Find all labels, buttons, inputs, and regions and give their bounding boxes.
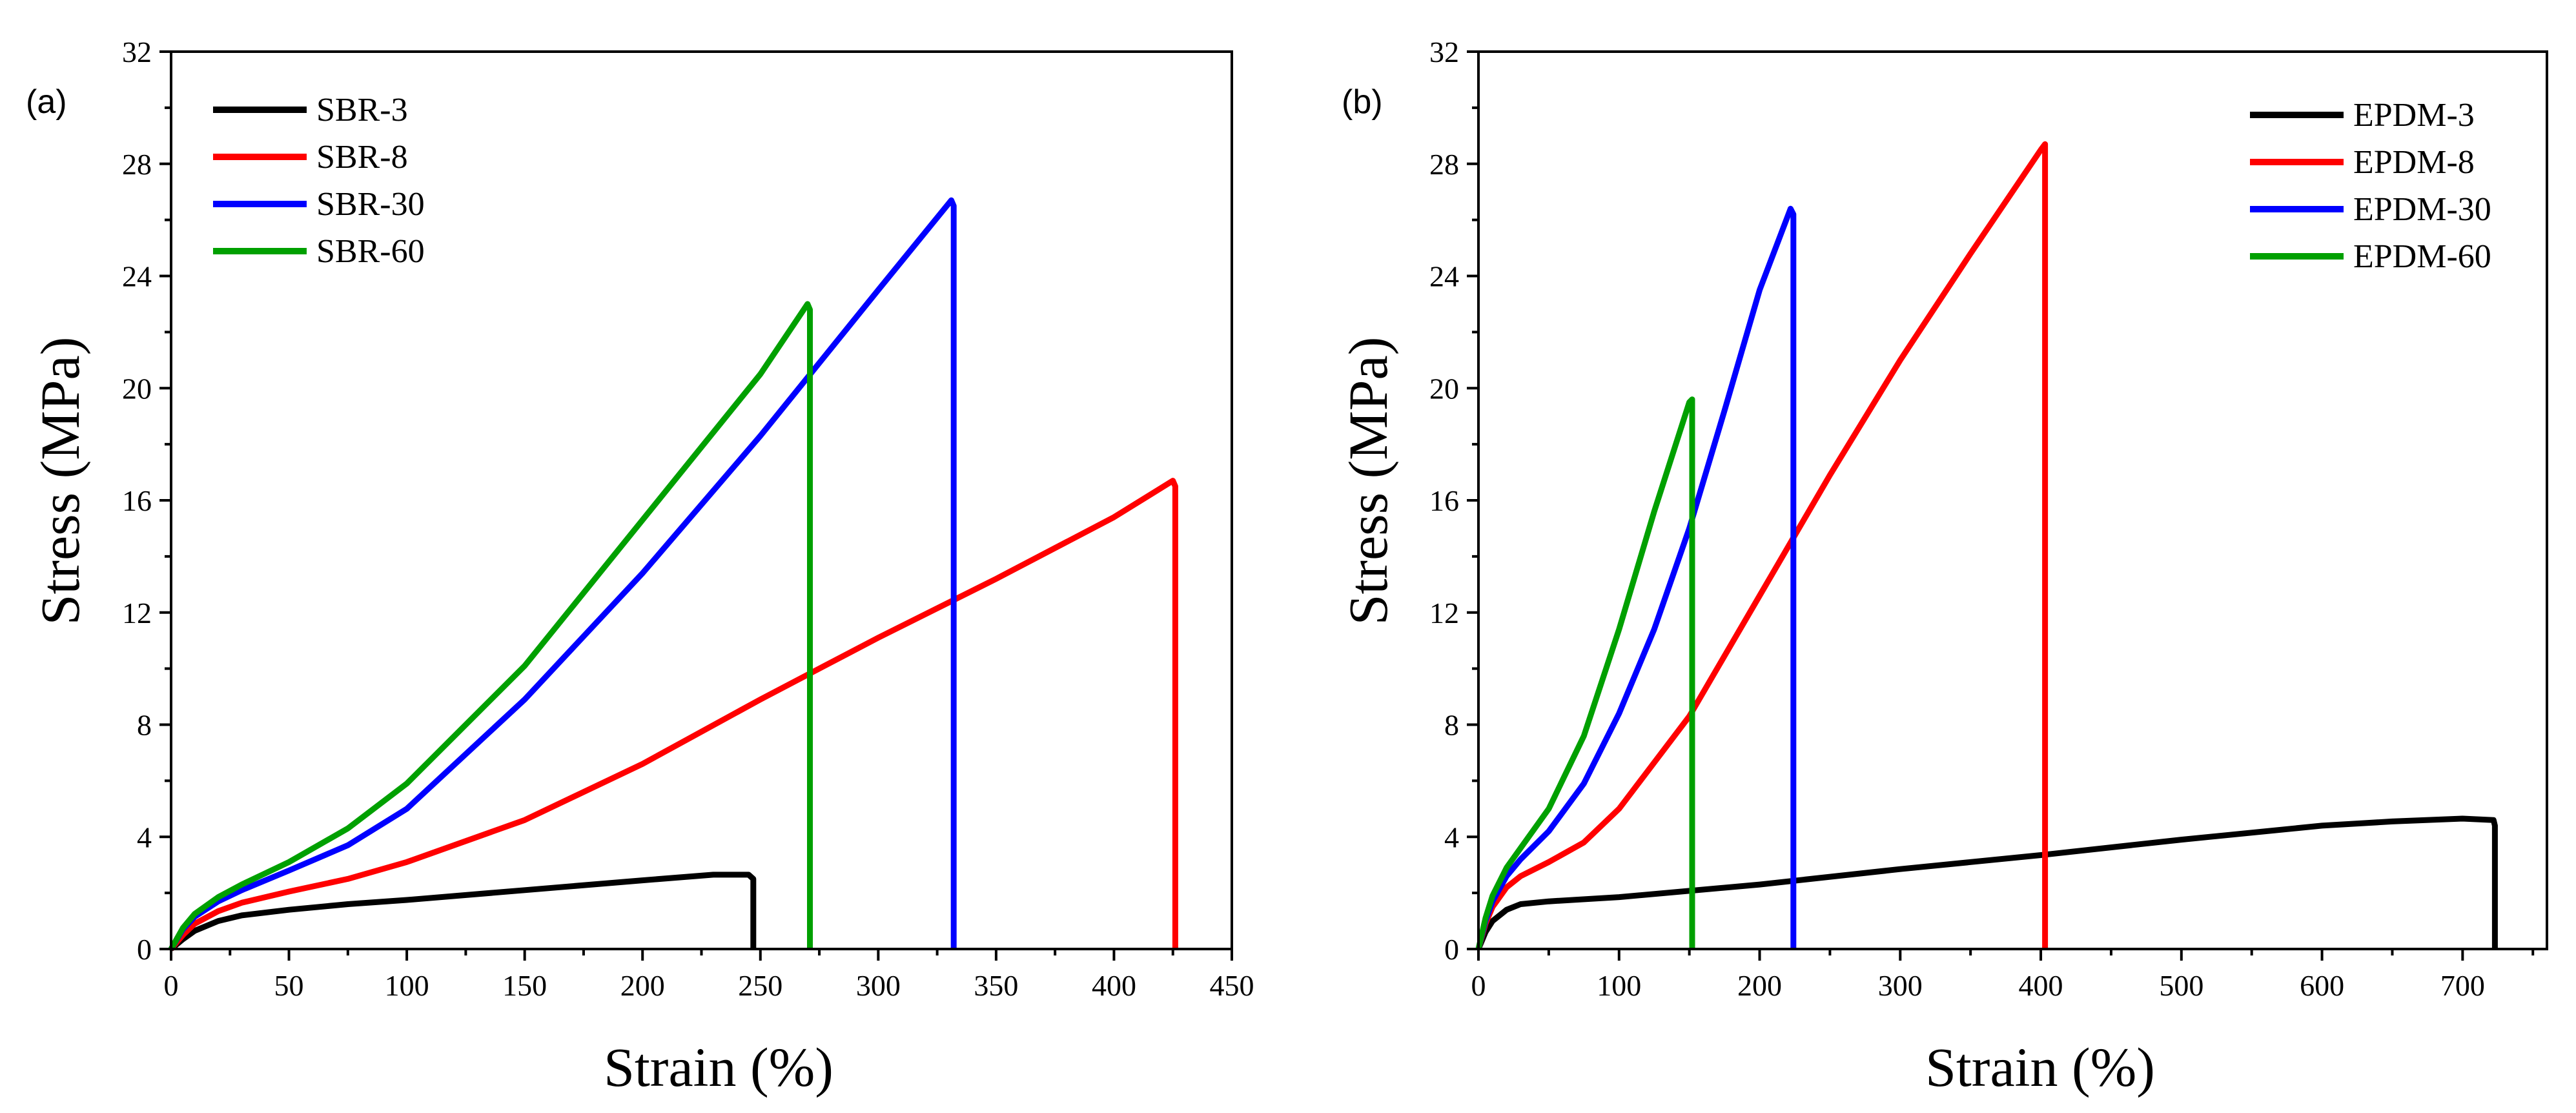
panel-b-y-tick-label: 4 [1444, 821, 1459, 853]
panel-b-x-tick-label: 200 [1737, 969, 1782, 1002]
panel-b-x-tick-label: 500 [2159, 969, 2203, 1002]
panel-b-series-epdm-3 [1475, 815, 2498, 950]
panel-b-legend: EPDM-3 EPDM-8 EPDM-30 EPDM-60 [2250, 97, 2491, 275]
panel-b-x-tick-label: 700 [2440, 969, 2485, 1002]
panel-a-x-tick-label: 150 [502, 969, 547, 1002]
panel-a-x-tick-label: 50 [274, 969, 304, 1002]
panel-b-x-axis-title: Strain (%) [1925, 1036, 2155, 1098]
panel-a-x-tick-label: 250 [738, 969, 782, 1002]
panel-b-y-tick-label: 28 [1429, 148, 1459, 181]
panel-b-y-axis-title: Stress (MPa) [1337, 337, 1399, 626]
panel-b-x-tick-label: 0 [1471, 969, 1486, 1002]
panel-a-legend-label-sbr-3: SBR-3 [316, 92, 408, 128]
panel-a-x-tick-label: 100 [385, 969, 429, 1002]
panel-b-x-tick-label: 100 [1597, 969, 1641, 1002]
panel-a-y-tick-label: 4 [137, 821, 152, 853]
panel-b-y-tick-label: 0 [1444, 933, 1459, 966]
panel-b-y-tick-label: 8 [1444, 709, 1459, 742]
panel-a-y-tick-label: 12 [122, 597, 152, 629]
panel-b-y-tick-label: 32 [1429, 36, 1459, 68]
panel-a-legend-label-sbr-60: SBR-60 [316, 233, 425, 270]
panel-a-y-tick-label: 0 [137, 933, 152, 966]
panel-a-x-axis-title: Strain (%) [604, 1036, 833, 1098]
panel-a-x-tick-label: 300 [856, 969, 901, 1002]
panel-a-y-tick-label: 24 [122, 260, 152, 293]
panel-b: (b) Stress (MPa) Strain (%) 0 100 200 300 40… [1337, 36, 2548, 1098]
panel-a-y-tick-label: 32 [122, 36, 152, 68]
panel-b-plot-area: 0 100 200 300 400 500 600 700 0 4 8 12 16 20 24 28 32 [1429, 36, 2548, 1002]
panel-b-series-epdm-8 [1475, 141, 2049, 950]
panel-a: (a) Stress (MPa) Strain (%) 0 50 100 150 200… [26, 36, 1254, 1098]
panel-b-label: (b) [1342, 83, 1383, 121]
panel-a-series-sbr-30 [169, 197, 957, 951]
panel-a-legend-label-sbr-30: SBR-30 [316, 186, 425, 223]
panel-b-y-tick-label: 12 [1429, 597, 1459, 629]
panel-a-label: (a) [26, 83, 67, 121]
panel-a-legend: SBR-3 SBR-8 SBR-30 SBR-60 [213, 92, 425, 270]
panel-a-series-sbr-8 [169, 478, 1178, 951]
panel-b-y-tick-label: 16 [1429, 484, 1459, 517]
panel-b-x-tick-label: 400 [2019, 969, 2063, 1002]
panel-a-series-sbr-3 [169, 872, 757, 952]
panel-b-y-tick-label: 24 [1429, 260, 1459, 293]
panel-a-y-tick-label: 20 [122, 372, 152, 405]
panel-a-x-tick-label: 0 [164, 969, 179, 1002]
panel-a-x-tick-label: 400 [1092, 969, 1136, 1002]
panel-b-legend-label-epdm-8: EPDM-8 [2353, 144, 2475, 181]
panel-a-plot-area: 0 50 100 150 200 250 300 350 400 450 0 4 8 12 16 20 24 28… [122, 36, 1254, 1002]
panel-b-legend-label-epdm-3: EPDM-3 [2353, 97, 2475, 134]
panel-a-y-tick-label: 8 [137, 709, 152, 742]
panel-a-x-tick-label: 200 [620, 969, 665, 1002]
panel-b-series-epdm-30 [1475, 205, 1797, 950]
panel-a-x-tick-label: 350 [974, 969, 1018, 1002]
panel-a-y-tick-label: 16 [122, 484, 152, 517]
panel-a-legend-label-sbr-8: SBR-8 [316, 139, 408, 176]
panel-b-legend-label-epdm-30: EPDM-30 [2353, 191, 2491, 228]
panel-a-series-sbr-60 [169, 301, 813, 951]
panel-b-legend-label-epdm-60: EPDM-60 [2353, 238, 2491, 275]
panel-a-y-axis-title: Stress (MPa) [29, 337, 91, 626]
panel-b-x-tick-label: 300 [1878, 969, 1923, 1002]
panel-b-series-epdm-60 [1475, 396, 1695, 950]
panel-a-x-tick-label: 450 [1210, 969, 1254, 1002]
panel-b-x-tick-label: 600 [2300, 969, 2344, 1002]
panel-b-y-tick-label: 20 [1429, 372, 1459, 405]
panel-a-y-tick-label: 28 [122, 148, 152, 181]
